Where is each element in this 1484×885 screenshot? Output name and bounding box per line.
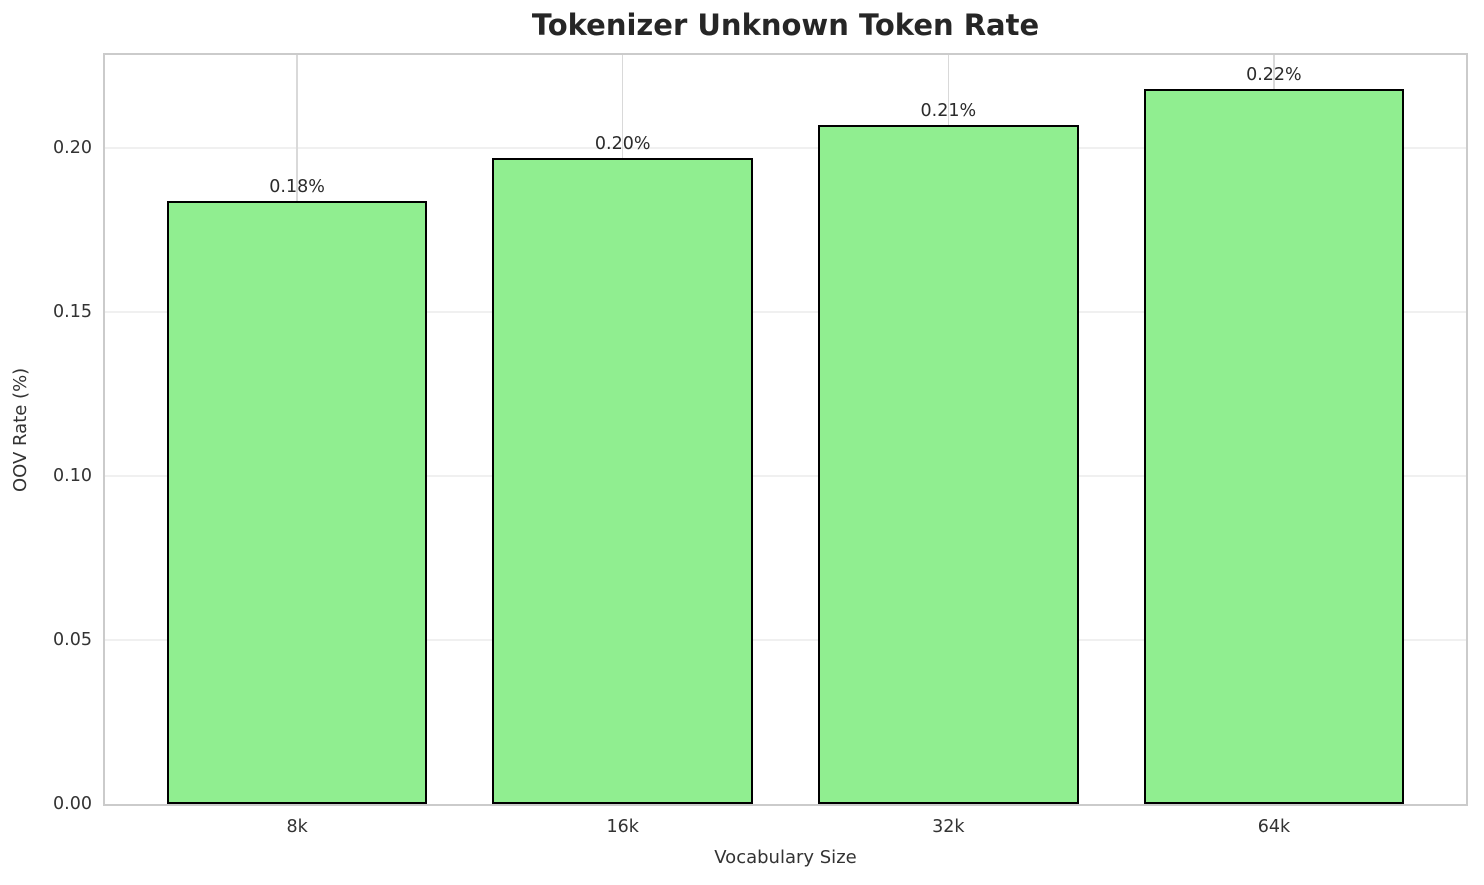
bar-value-label: 0.18%	[269, 176, 325, 197]
x-tick-label: 16k	[606, 817, 639, 837]
bar-value-label: 0.22%	[1246, 65, 1302, 86]
gridline-y	[105, 475, 1466, 478]
y-tick-label: 0.00	[53, 794, 92, 814]
y-tick-label: 0.15	[53, 302, 92, 323]
y-tick-label: 0.20	[53, 138, 92, 159]
chart-title: Tokenizer Unknown Token Rate	[531, 8, 1040, 42]
bar-16k	[492, 158, 753, 804]
plot-area: 0.00 0.05 0.10 0.15 0.20 0.18% 8k 0.20% 16k 0.21%…	[53, 53, 1468, 837]
gridline-y	[105, 311, 1466, 314]
x-tick-label: 8k	[286, 817, 308, 837]
y-tick-label: 0.05	[53, 630, 92, 651]
x-tick-label: 32k	[932, 817, 965, 837]
y-axis-label: OOV Rate (%)	[10, 367, 31, 492]
bar-value-label: 0.21%	[920, 101, 977, 122]
y-tick-label: 0.10	[53, 466, 92, 487]
bar-64k	[1143, 89, 1405, 804]
bar-32k	[818, 125, 1079, 804]
x-axis-label: Vocabulary Size	[714, 847, 857, 868]
bar-value-label: 0.20%	[594, 134, 651, 155]
x-tick-label: 64k	[1257, 817, 1291, 837]
bar-8k	[166, 200, 428, 804]
gridline-y	[105, 639, 1466, 642]
gridline-y	[105, 147, 1466, 150]
